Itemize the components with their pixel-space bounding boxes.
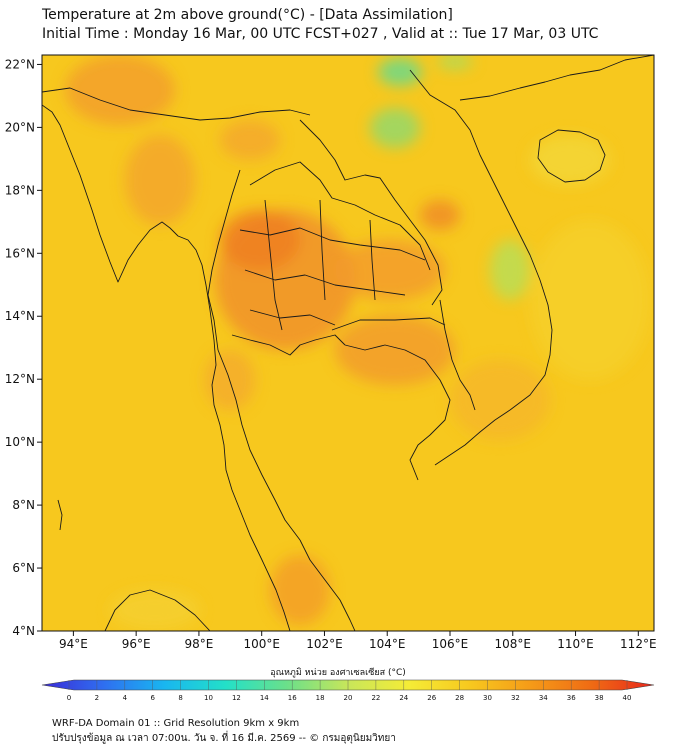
warm-region-vietnam-south	[450, 360, 550, 440]
lon-tick-label: 102°E	[306, 637, 343, 651]
sumatra-north-coast	[104, 589, 211, 631]
lon-tick-label: 100°E	[243, 637, 280, 651]
cool-region-central-highlands	[490, 240, 530, 300]
footer: WRF-DA Domain 01 :: Grid Resolution 9km …	[52, 716, 396, 746]
lat-tick-label: 12°N	[5, 372, 35, 386]
lat-tick-label: 4°N	[12, 624, 35, 638]
map-area	[42, 55, 654, 631]
colorbar-tick-label: 24	[399, 694, 408, 702]
gulf-north-coast	[231, 334, 346, 356]
warm-region-malaysia	[270, 555, 330, 625]
cool-region-hainan	[530, 135, 610, 185]
temperature-field	[65, 55, 650, 630]
lat-tick-label: 8°N	[12, 498, 35, 512]
vietnam-coast	[409, 69, 553, 466]
lat-tick-label: 20°N	[5, 120, 35, 134]
colorbar-tick-label: 0	[67, 694, 71, 702]
province-lines-a	[239, 227, 426, 261]
lon-tick-label: 96°E	[122, 637, 151, 651]
colorbar-tick-label: 2	[95, 694, 99, 702]
andaman-islands	[57, 499, 63, 531]
warm-region-myanmar-central	[125, 135, 195, 225]
warm-region-cambodia	[335, 315, 455, 385]
map-frame	[41, 54, 655, 632]
colorbar: 0 2 4 6 8 10 12 14 16 18 20 22 24 26 28 30 32 34 36 38 40	[41, 679, 655, 702]
colorbar-tick-label: 22	[371, 694, 380, 702]
lat-tick-label: 10°N	[5, 435, 35, 449]
province-lines-c	[249, 309, 336, 326]
colorbar-tick-label: 26	[427, 694, 436, 702]
colorbar-tick-label: 4	[123, 694, 128, 702]
lat-tick-label: 14°N	[5, 309, 35, 323]
warm-region-laos-east	[420, 200, 460, 230]
laos-border	[299, 119, 443, 306]
map-title: Temperature at 2m above ground(°C) - [Da…	[42, 7, 453, 23]
map-subtitle: Initial Time : Monday 16 Mar, 00 UTC FCS…	[42, 26, 599, 42]
province-lines-b	[244, 269, 406, 296]
colorbar-tick-label: 36	[567, 694, 576, 702]
lon-tick-label: 112°E	[620, 637, 657, 651]
colorbar-tick-label: 12	[232, 694, 241, 702]
thailand-cambodia-border	[331, 317, 446, 331]
map-axes: 94°E 96°E 98°E 100°E 102°E 104°E 106°E 108°E 110…	[5, 57, 657, 651]
province-lines-d	[264, 199, 283, 331]
cool-region-vietnam-north	[437, 55, 473, 70]
cool-region-laos-north	[370, 108, 420, 148]
country-borders	[42, 55, 654, 631]
colorbar-tick-label: 38	[595, 694, 604, 702]
thailand-east-peninsula-coast	[217, 349, 301, 541]
warm-region-myanmar-east	[220, 120, 280, 160]
colorbar-title: อุณหภูมิ หน่วย องศาเซลเซียส (°C)	[270, 668, 406, 678]
warm-region-north-thailand	[220, 210, 300, 270]
lon-tick-label: 98°E	[184, 637, 213, 651]
colorbar-tick-label: 16	[288, 694, 297, 702]
colorbar-tick-label: 18	[316, 694, 325, 702]
colorbar-tick-label: 20	[344, 694, 353, 702]
province-lines-e	[319, 199, 326, 301]
lat-tick-label: 22°N	[5, 57, 35, 71]
colorbar-tick-label: 10	[204, 694, 213, 702]
footer-line-1: WRF-DA Domain 01 :: Grid Resolution 9km …	[52, 718, 300, 729]
cambodia-coast	[344, 344, 451, 481]
footer-line-2: ปรับปรุงข้อมูล ณ เวลา 07:00น. วัน จ. ที่…	[52, 733, 396, 744]
colorbar-tick-label: 14	[260, 694, 269, 702]
colorbar-tick-label: 40	[623, 694, 632, 702]
cool-region-sumatra	[110, 590, 200, 630]
lon-tick-label: 106°E	[432, 637, 469, 651]
cool-region-yunnan	[378, 58, 422, 86]
myanmar-thailand-border	[207, 169, 241, 351]
colorbar-tick-label: 28	[455, 694, 464, 702]
hainan-island	[537, 129, 606, 183]
lon-tick-label: 104°E	[369, 637, 406, 651]
colorbar-ticks: 0 2 4 6 8 10 12 14 16 18 20 22 24 26 28 30 32 34 36 38 40	[67, 680, 632, 702]
warm-region-isan	[335, 240, 445, 300]
colorbar-tick-label: 8	[178, 694, 182, 702]
lon-tick-label: 94°E	[59, 637, 88, 651]
chart-title-block: Temperature at 2m above ground(°C) - [Da…	[42, 6, 598, 44]
warm-region-myanmar-north	[65, 55, 175, 125]
myanmar-china-border	[42, 87, 311, 121]
lon-tick-label: 110°E	[557, 637, 594, 651]
myanmar-west-coast	[42, 104, 291, 631]
lat-tick-label: 16°N	[5, 246, 35, 260]
province-lines-f	[369, 219, 376, 301]
cool-region-south-china-sea	[530, 220, 650, 380]
colorbar-tick-label: 30	[483, 694, 492, 702]
colorbar-tick-label: 6	[150, 694, 155, 702]
vietnam-cambodia-border	[439, 299, 476, 411]
lat-tick-label: 6°N	[12, 561, 35, 575]
china-south-coast	[459, 55, 654, 101]
malaysia-east-coast	[299, 539, 356, 631]
colorbar-tick-label: 34	[539, 694, 548, 702]
lat-tick-label: 18°N	[5, 183, 35, 197]
lon-tick-label: 108°E	[495, 637, 532, 651]
thailand-laos-border	[249, 161, 431, 271]
colorbar-tick-label: 32	[511, 694, 520, 702]
